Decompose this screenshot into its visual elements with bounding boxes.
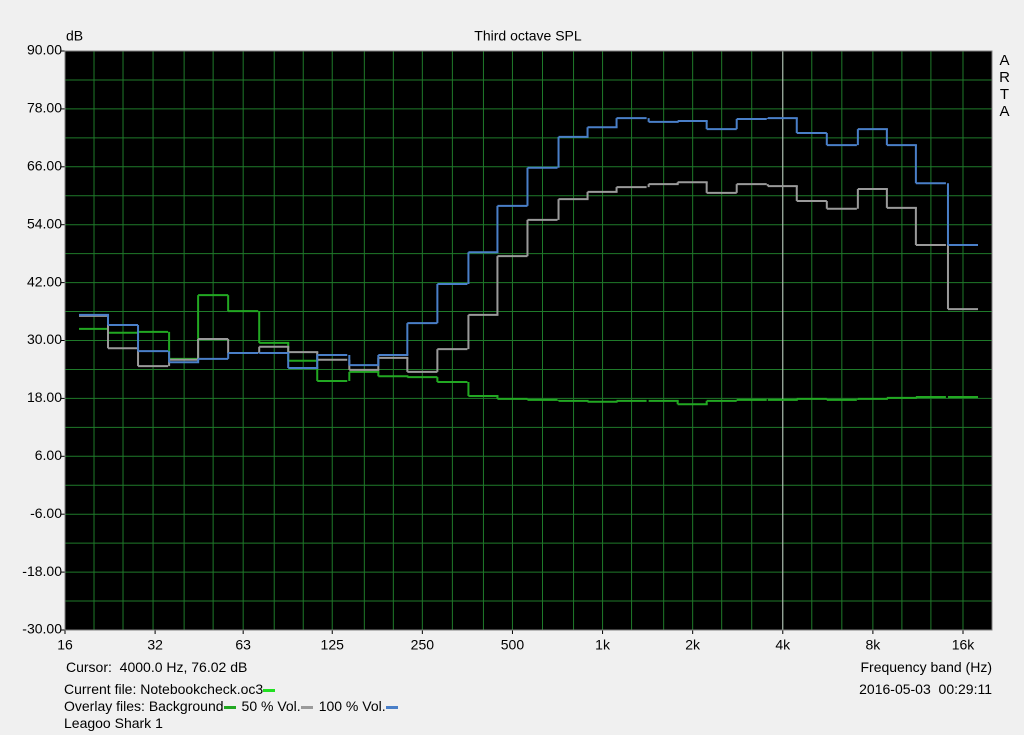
- x-axis-label: Frequency band (Hz): [860, 659, 992, 675]
- y-tick-label: 30.00: [27, 331, 62, 347]
- legend-swatch: [300, 705, 313, 709]
- x-tick-label: 8k: [865, 637, 881, 653]
- y-tick-label: -18.00: [22, 563, 62, 579]
- y-tick-label: 18.00: [27, 389, 62, 405]
- chart: Third octave SPL dB 90.00 78.00 66.00 54.00…: [22, 28, 993, 653]
- legend-title: Overlay files:: [64, 698, 149, 714]
- chart-title: Third octave SPL: [474, 28, 582, 44]
- y-axis-label: dB: [66, 28, 83, 44]
- x-tick-label: 4k: [775, 637, 791, 653]
- x-tick-label: 500: [501, 637, 525, 653]
- y-tick-label: 54.00: [27, 215, 62, 231]
- x-tick-label: 16: [57, 637, 73, 653]
- y-tick-label: -30.00: [22, 621, 62, 637]
- legend-label: Background: [148, 698, 224, 714]
- y-tick-label: 66.00: [27, 158, 62, 174]
- y-tick-label: 90.00: [27, 42, 62, 58]
- current-file-swatch: [263, 688, 276, 692]
- side-label: ARTA: [996, 52, 1013, 120]
- cursor-readout: Cursor: 4000.0 Hz, 76.02 dB: [66, 659, 248, 675]
- current-file: Current file: Notebookcheck.oc3: [64, 681, 281, 697]
- plot-border: [64, 50, 993, 631]
- x-tick-label: 250: [411, 637, 435, 653]
- legend-swatch: [223, 705, 236, 709]
- y-tick-label: 6.00: [35, 447, 62, 463]
- legend-swatch: [385, 705, 398, 709]
- legend-label: 50 % Vol.: [241, 698, 301, 714]
- legend-label: 100 % Vol.: [318, 698, 386, 714]
- current-file-name: Current file: Notebookcheck.oc3: [64, 681, 264, 697]
- x-tick-label: 1k: [595, 637, 611, 653]
- x-tick-label: 32: [147, 637, 163, 653]
- y-tick-label: -6.00: [30, 505, 62, 521]
- x-tick-label: 63: [235, 637, 251, 653]
- date: 2016-05-03 00:29:11: [859, 681, 992, 697]
- x-tick-label: 125: [321, 637, 345, 653]
- y-tick-label: 42.00: [27, 273, 62, 289]
- step-riser: [106, 118, 949, 369]
- x-tick-label: 16k: [952, 637, 976, 653]
- device: Leagoo Shark 1: [64, 715, 163, 731]
- y-tick-label: 78.00: [27, 100, 62, 116]
- x-tick-label: 2k: [685, 637, 701, 653]
- legend: Overlay files: Background 50 % Vol. 100 % …: [64, 698, 404, 714]
